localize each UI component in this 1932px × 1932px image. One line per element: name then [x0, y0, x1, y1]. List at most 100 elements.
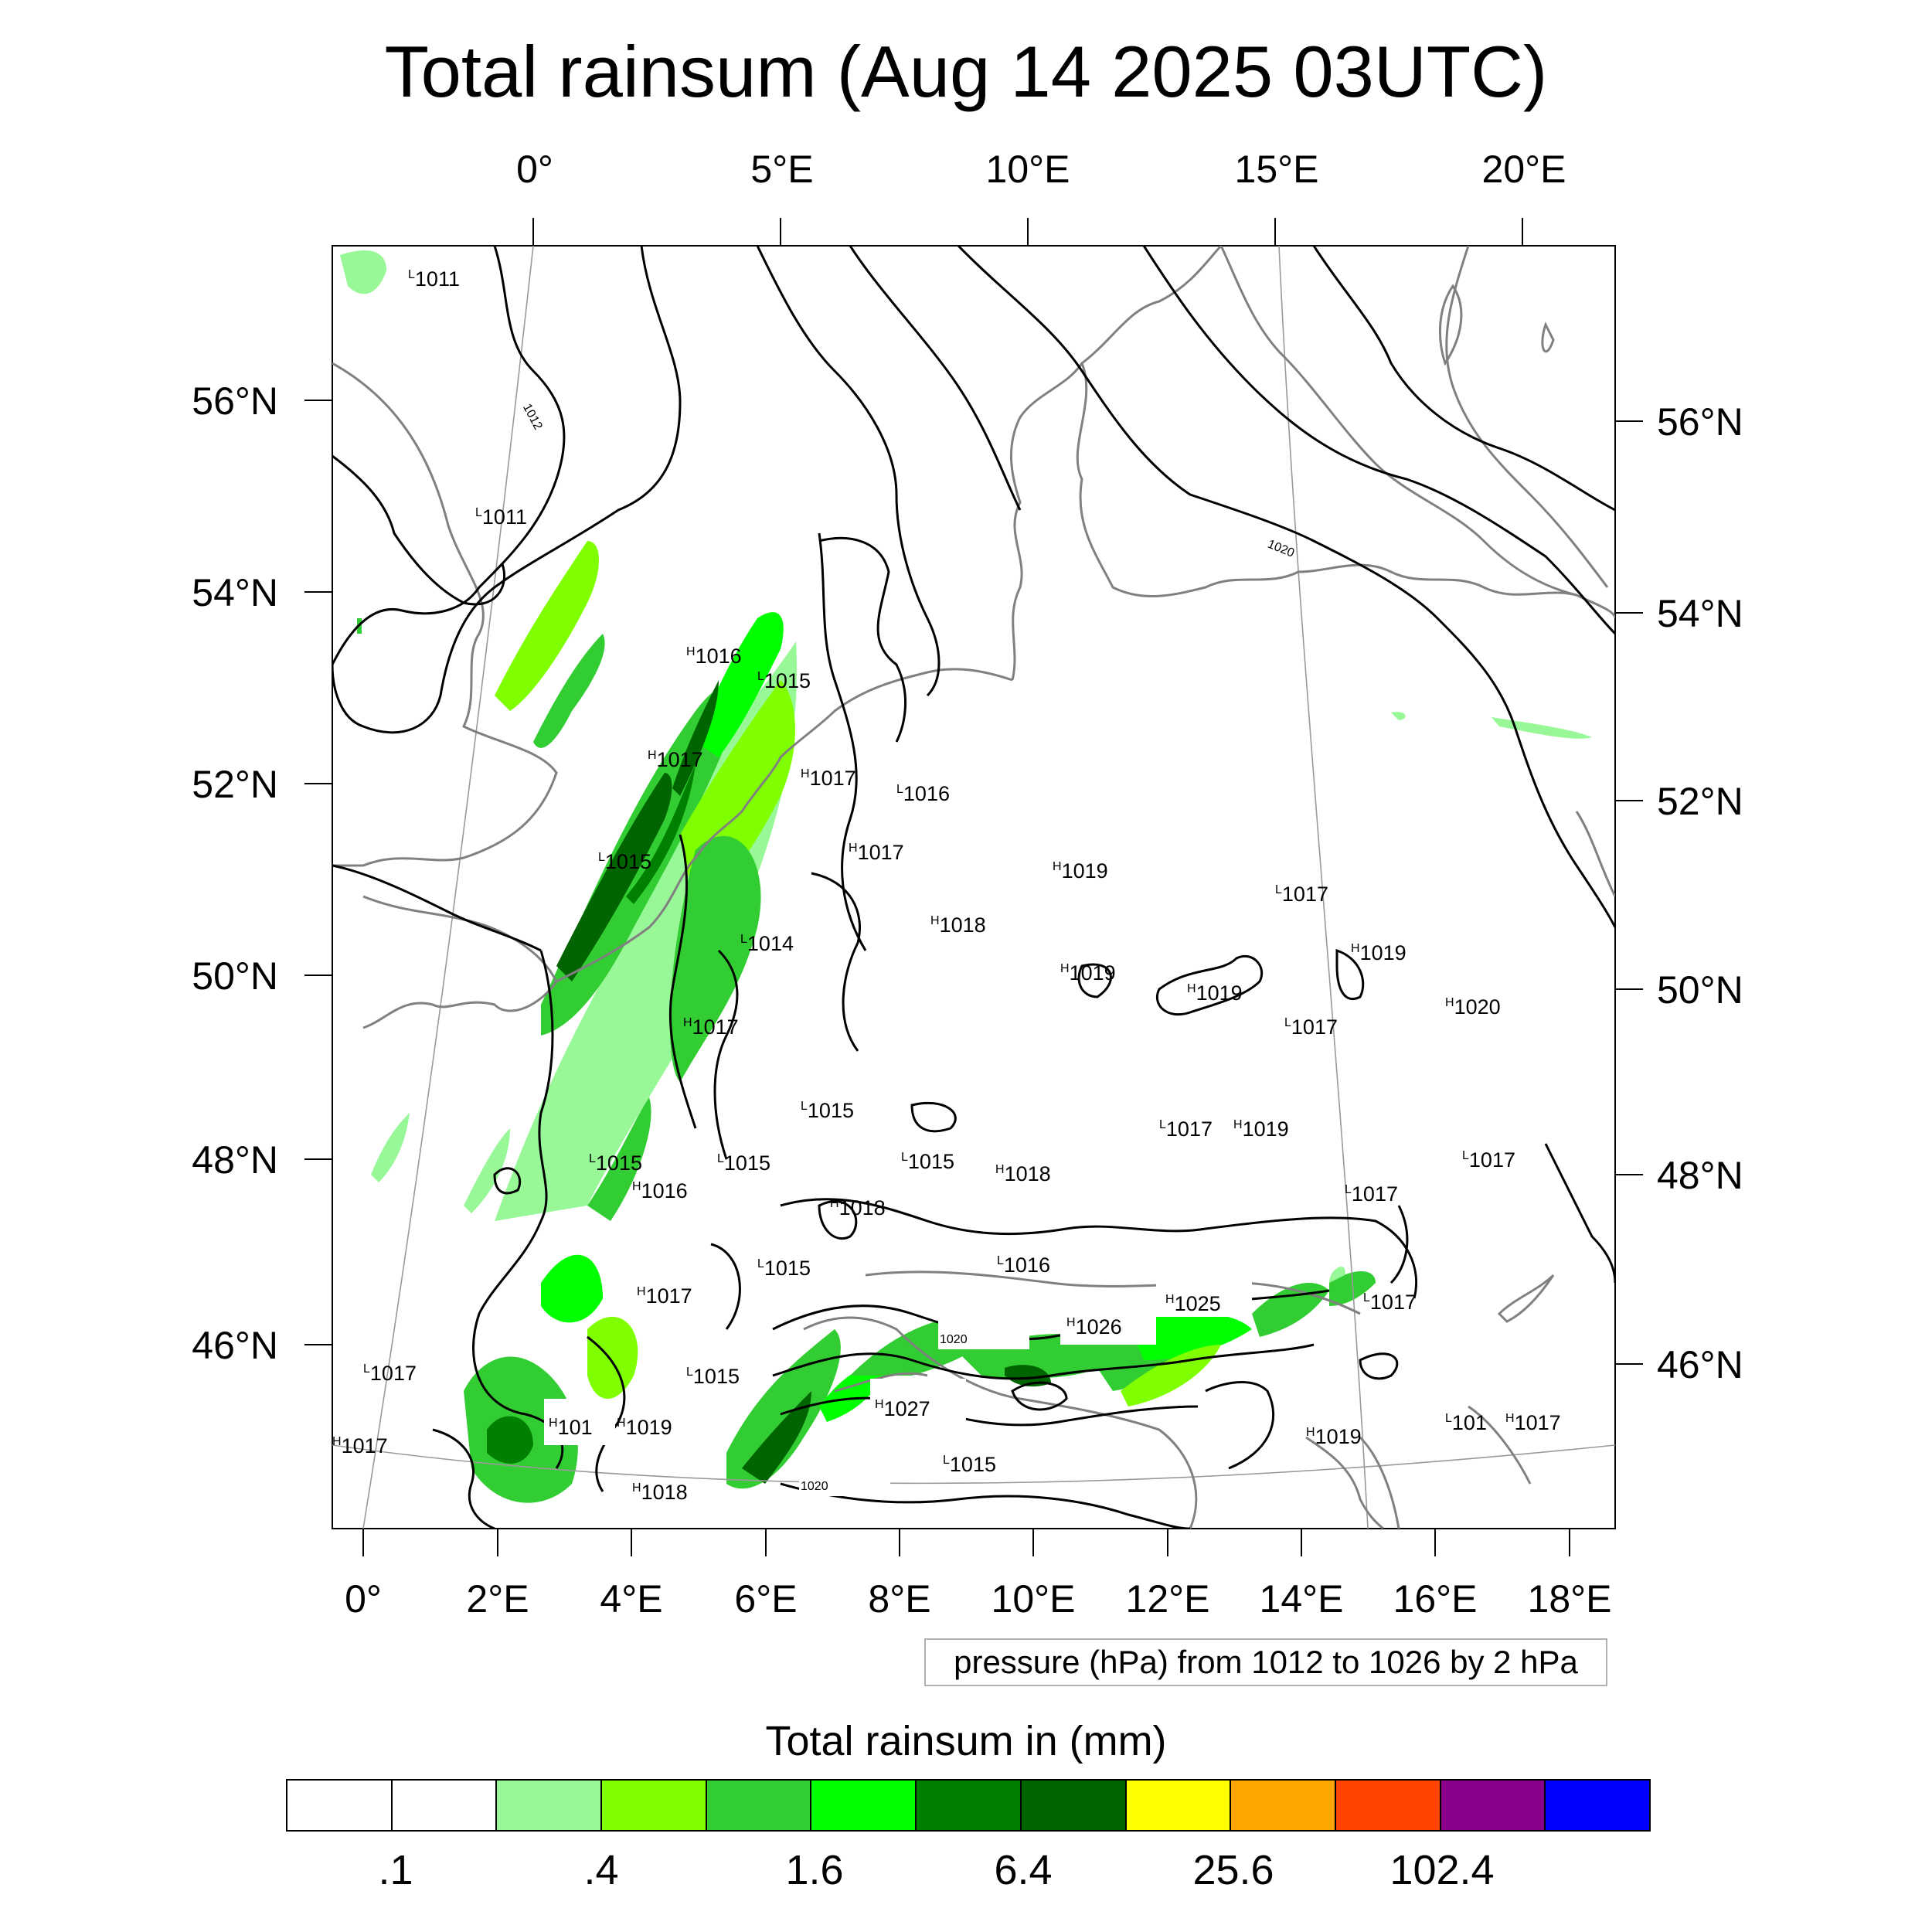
colorbar-swatch: [1334, 1781, 1440, 1830]
tick-label: 50°N: [1657, 968, 1743, 1012]
pressure-center: L1015: [943, 1453, 996, 1476]
axis-ticks: [304, 218, 1643, 1556]
pressure-center: H1018: [930, 913, 986, 937]
pressure-center: L1017: [363, 1362, 417, 1385]
pressure-center: L1017: [1159, 1117, 1213, 1141]
colorbar-swatch: [1544, 1781, 1649, 1830]
right-latitude-labels: 56°N 54°N 52°N 50°N 48°N 46°N: [1657, 400, 1743, 1386]
pressure-center: L1017: [1345, 1182, 1398, 1206]
colorbar-swatch: [1439, 1781, 1545, 1830]
pressure-center: L1015: [801, 1099, 854, 1122]
pressure-center: L1016: [997, 1253, 1050, 1277]
pressure-center: H1017: [683, 1015, 739, 1039]
pressure-center: L1015: [757, 1257, 811, 1280]
pressure-center: H1017: [332, 1434, 388, 1458]
tick-label: 48°N: [1657, 1154, 1743, 1197]
pressure-center: H1017: [637, 1284, 692, 1308]
pressure-center: H1017: [648, 748, 703, 771]
colorbar-label: .1: [378, 1847, 413, 1893]
pressure-center: L1015: [901, 1150, 954, 1173]
colorbar-swatch: [915, 1781, 1020, 1830]
tick-label: 48°N: [192, 1138, 278, 1182]
pressure-center: H1019: [1187, 981, 1243, 1005]
tick-label: 10°E: [992, 1577, 1076, 1621]
pressure-center: H1016: [686, 645, 742, 668]
pressure-center: H1019: [1233, 1117, 1289, 1141]
pressure-centers: L1011 L1011 H1016 L1015 H1017 H1017 L101…: [332, 267, 1561, 1504]
pressure-center: L1014: [740, 932, 794, 955]
tick-label: 6°E: [734, 1577, 797, 1621]
colorbar-label: 102.4: [1389, 1847, 1495, 1893]
tick-label: 12°E: [1126, 1577, 1210, 1621]
colorbar-label: .4: [583, 1847, 619, 1893]
tick-label: 54°N: [1657, 592, 1743, 635]
pressure-center: L1017: [1275, 883, 1328, 906]
isobar-label: 1020: [940, 1333, 968, 1346]
pressure-center: L1015: [757, 669, 811, 692]
tick-label: 14°E: [1260, 1577, 1344, 1621]
pressure-center: L1015: [717, 1151, 770, 1175]
tick-label: 5°E: [750, 148, 813, 191]
tick-label: 4°E: [600, 1577, 662, 1621]
tick-label: 52°N: [192, 763, 278, 806]
pressure-center: H101: [549, 1416, 593, 1439]
pressure-center: L1017: [1284, 1015, 1338, 1039]
tick-label: 0°: [516, 148, 553, 191]
colorbar-swatch: [1124, 1781, 1230, 1830]
pressure-center: H1016: [632, 1179, 688, 1202]
tick-label: 20°E: [1482, 148, 1566, 191]
tick-label: 54°N: [192, 571, 278, 614]
pressure-center: H1025: [1165, 1292, 1221, 1315]
pressure-center: H1019: [1053, 859, 1108, 883]
left-latitude-labels: 56°N 54°N 52°N 50°N 48°N 46°N: [192, 379, 278, 1367]
colorbar-swatch: [810, 1781, 916, 1830]
colorbar-title: Total rainsum in (mm): [765, 1718, 1167, 1764]
pressure-center: H1027: [875, 1397, 930, 1420]
pressure-center: H1019: [617, 1416, 672, 1439]
pressure-center: L1011: [408, 267, 460, 291]
pressure-center: L1015: [589, 1151, 642, 1175]
colorbar-swatch: [705, 1781, 811, 1830]
colorbar-label: 25.6: [1192, 1847, 1274, 1893]
precipitation-field: [340, 250, 1592, 1503]
pressure-center: L1011: [475, 505, 527, 529]
pressure-info-box: pressure (hPa) from 1012 to 1026 by 2 hP…: [924, 1638, 1607, 1686]
colorbar: [286, 1779, 1651, 1832]
bottom-longitude-labels: 0° 2°E 4°E 6°E 8°E 10°E 12°E 14°E 16°E 1…: [345, 1577, 1611, 1621]
pressure-center: L1017: [1363, 1291, 1417, 1314]
pressure-center: H1018: [830, 1196, 886, 1219]
map-title: Total rainsum (Aug 14 2025 03UTC): [384, 31, 1548, 112]
pressure-center: H1026: [1066, 1315, 1122, 1338]
tick-label: 10°E: [986, 148, 1070, 191]
tick-label: 50°N: [192, 954, 278, 998]
colorbar-label: 6.4: [994, 1847, 1053, 1893]
pressure-center: H1019: [1060, 961, 1116, 985]
pressure-center: L1016: [896, 782, 950, 805]
pressure-center: H1020: [1445, 995, 1501, 1019]
pressure-center: H1019: [1306, 1425, 1362, 1448]
tick-label: 15°E: [1235, 148, 1319, 191]
isobar-label: 1020: [801, 1480, 828, 1493]
colorbar-swatch: [495, 1781, 601, 1830]
tick-label: 52°N: [1657, 780, 1743, 823]
pressure-center: L101: [1445, 1411, 1487, 1434]
pressure-center: H1017: [1505, 1411, 1561, 1434]
pressure-center: L1015: [686, 1365, 740, 1388]
pressure-center: L1017: [1462, 1148, 1515, 1172]
pressure-center: H1018: [995, 1162, 1051, 1185]
tick-label: 46°N: [192, 1324, 278, 1367]
isobar-labels: 1012 1020 1020 1020: [520, 402, 1296, 1496]
colorbar-swatch: [390, 1781, 496, 1830]
colorbar-swatch: [1019, 1781, 1125, 1830]
pressure-center: H1017: [849, 841, 904, 864]
pressure-center: H1018: [632, 1481, 688, 1504]
tick-label: 56°N: [1657, 400, 1743, 444]
colorbar-swatch: [1230, 1781, 1335, 1830]
tick-label: 18°E: [1528, 1577, 1612, 1621]
pressure-center: H1017: [801, 767, 856, 790]
pressure-center: H1019: [1351, 941, 1406, 964]
tick-label: 8°E: [868, 1577, 930, 1621]
tick-label: 16°E: [1393, 1577, 1478, 1621]
graticule: [332, 246, 1615, 1529]
